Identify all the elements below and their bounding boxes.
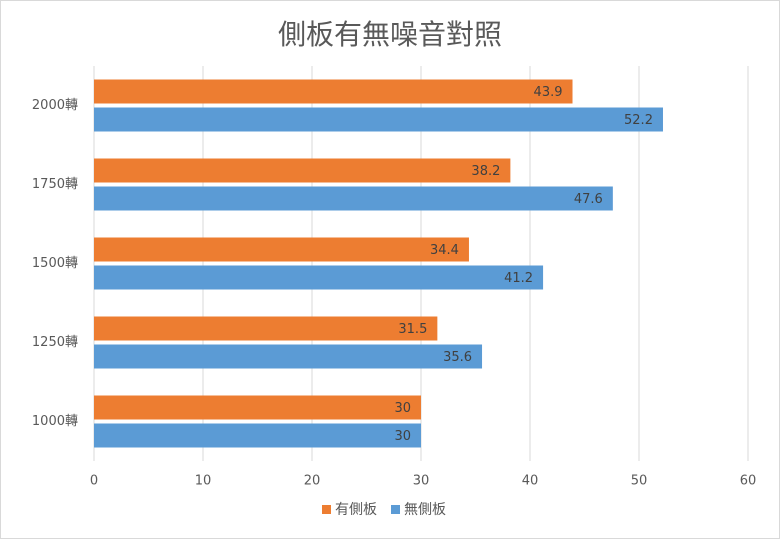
bar xyxy=(94,107,663,132)
x-tick-label: 30 xyxy=(413,474,430,489)
x-tick-label: 10 xyxy=(195,474,212,489)
y-tick-label: 1750轉 xyxy=(32,177,78,192)
chart-title: 側板有無噪音對照 xyxy=(278,18,502,51)
bar xyxy=(94,423,421,448)
legend-swatch xyxy=(391,505,400,514)
legend-label: 無側板 xyxy=(404,502,446,518)
value-label: 38.2 xyxy=(471,164,500,179)
x-tick-label: 40 xyxy=(522,474,539,489)
bar xyxy=(94,158,511,183)
y-tick-label: 1000轉 xyxy=(32,414,78,429)
bar xyxy=(94,316,438,341)
bar xyxy=(94,79,573,104)
value-label: 52.2 xyxy=(624,113,653,128)
bar xyxy=(94,237,469,262)
x-tick-label: 20 xyxy=(304,474,321,489)
y-tick-label: 2000轉 xyxy=(32,98,78,113)
bar xyxy=(94,186,613,211)
bar xyxy=(94,344,483,369)
value-label: 43.9 xyxy=(534,85,563,100)
legend-swatch xyxy=(322,505,331,514)
y-tick-label: 1500轉 xyxy=(32,256,78,271)
value-label: 30 xyxy=(394,429,411,444)
value-label: 34.4 xyxy=(430,243,459,258)
bar xyxy=(94,395,421,420)
value-label: 41.2 xyxy=(504,271,533,286)
value-label: 30 xyxy=(394,401,411,416)
y-tick-label: 1250轉 xyxy=(32,335,78,350)
legend-label: 有側板 xyxy=(335,502,377,518)
value-label: 47.6 xyxy=(574,192,603,207)
x-tick-label: 60 xyxy=(740,474,757,489)
bar xyxy=(94,265,544,290)
value-label: 35.6 xyxy=(443,350,472,365)
x-tick-label: 50 xyxy=(631,474,648,489)
value-label: 31.5 xyxy=(398,322,427,337)
x-tick-label: 0 xyxy=(90,474,98,489)
